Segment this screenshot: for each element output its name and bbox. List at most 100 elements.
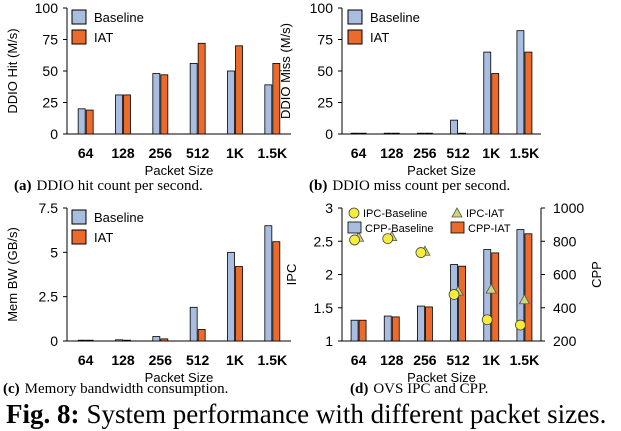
bar [77,108,86,135]
legend-swatch [347,29,363,45]
y-tick-label: 100 [310,0,334,16]
caption-d: (d) OVS IPC and CPP. [350,381,488,397]
x-axis-label: Packet Size [145,163,214,178]
y-tick-label: 2.5 [39,289,59,305]
y-right-tick-label: 1000 [553,200,584,216]
bar [425,306,433,342]
bar [458,265,466,342]
caption-a-label: (a) [14,178,32,194]
legend-label: Baseline [370,10,420,25]
legend-label: IPC-Baseline [363,208,427,220]
x-tick-label: 1K [482,145,500,161]
x-tick-label: 256 [413,352,437,368]
figure-caption-text: System performance with different packet… [87,399,607,429]
y-tick-label: 2.5 [314,233,334,249]
y-tick-label: 5 [50,244,58,260]
bar [417,132,425,135]
y-tick-label: 75 [42,32,58,48]
legend-swatch [71,9,87,25]
bar [524,233,533,342]
bar [77,339,86,342]
legend-label: IAT [370,30,389,45]
bar [123,94,131,135]
bar [358,132,367,135]
legend-swatch [450,221,465,234]
x-tick-label: 512 [186,352,210,368]
bar [152,336,161,342]
point-ipc-baseline [415,247,427,258]
point-ipc-baseline [382,233,394,244]
x-tick-label: 512 [446,352,470,368]
bar [85,109,94,135]
bar [425,132,433,135]
bar [516,30,525,135]
bar [197,42,206,135]
legend-label: CPP-IAT [468,223,511,235]
legend-marker-triangle [451,207,463,218]
bar [160,338,169,342]
bar [383,315,392,342]
x-tick-label: 1.5K [258,352,288,368]
legend-marker-circle [348,207,360,219]
legend-label: Baseline [94,210,144,225]
point-ipc-iat [518,293,531,305]
bar [235,266,243,342]
legend-label: Baseline [94,10,144,25]
bar [516,229,525,342]
bar [235,45,243,135]
figure-caption: Fig. 8: System performance with different… [6,399,606,429]
y-tick-label: 3 [325,200,333,216]
bar [491,252,500,342]
bar [197,329,206,342]
bar [358,319,367,342]
bar [483,51,492,135]
y-tick-label: 0 [325,126,333,142]
bar [264,84,273,135]
bar [85,339,94,342]
x-tick-label: 1K [482,352,500,368]
x-tick-label: 256 [413,145,437,161]
bar [391,316,400,342]
x-tick-label: 64 [351,145,367,161]
legend: IPC-Baseline IPC-IAT CPP-Baseline CPP-IAT [347,207,511,235]
x-tick-label: 1K [226,352,244,368]
y-axis-label: DDIO Hit (M/s) [5,28,20,113]
bar [115,94,123,135]
x-tick-label: 128 [111,352,135,368]
legend-swatch [71,29,87,45]
bar [264,225,273,342]
panel-a-ddio-hit: 0 25 50 75 100 64 128 256 512 1K 1.5K Packet Size DD… [5,0,291,178]
bar [189,63,198,135]
bar [450,119,458,135]
legend-label: IAT [94,30,113,45]
bar [123,339,131,342]
panel-b-ddio-miss: 0 25 50 75 100 64 128 256 512 1K 1.5K Packet Size DD… [278,0,541,178]
bar [391,132,400,135]
point-ipc-iat [485,283,497,294]
bar [417,305,425,342]
y-tick-label: 75 [317,32,333,48]
x-tick-label: 256 [149,352,173,368]
bar [227,70,235,135]
y-tick-label: 7.5 [39,200,59,216]
figure-caption-label: Fig. 8: [6,399,80,429]
x-tick-label: 64 [78,145,94,161]
bar [160,74,169,135]
caption-c-text: Memory bandwidth consumption. [25,381,229,397]
legend-label: IAT [94,230,113,245]
y-tick-label: 50 [42,63,58,79]
bar [272,241,281,342]
y-axis-label: DDIO Miss (M/s) [278,23,293,119]
legend-label: IPC-IAT [466,208,505,220]
legend-swatch [71,209,87,225]
legend-swatch [347,221,362,234]
y-tick-label: 25 [42,95,58,111]
y-tick-label: 0 [50,126,58,142]
caption-b-label: (b) [309,178,327,194]
bar [524,51,533,135]
caption-a-text: DDIO hit count per second. [37,178,203,194]
bar [383,132,392,135]
y-tick-label: 0 [50,333,58,349]
y-tick-label: 1.5 [314,300,334,316]
caption-c-label: (c) [3,381,20,397]
